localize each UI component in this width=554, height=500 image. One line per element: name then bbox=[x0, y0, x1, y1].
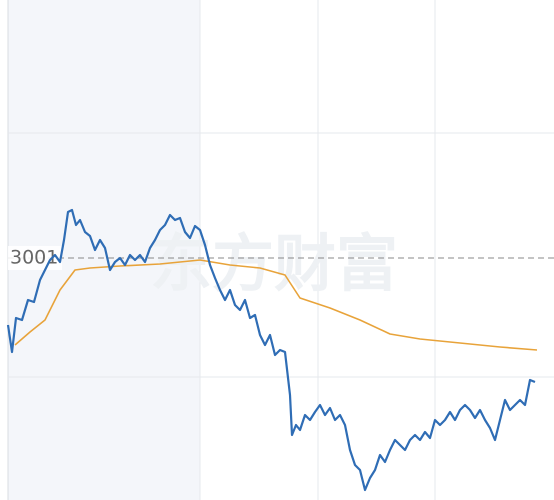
grid bbox=[8, 0, 554, 500]
plot: 3001 bbox=[6, 208, 554, 492]
price-line bbox=[6, 208, 536, 492]
y-tick-label: 3001 bbox=[10, 247, 58, 269]
watermark: 东方财富 bbox=[150, 227, 398, 300]
price-line bbox=[14, 259, 538, 351]
